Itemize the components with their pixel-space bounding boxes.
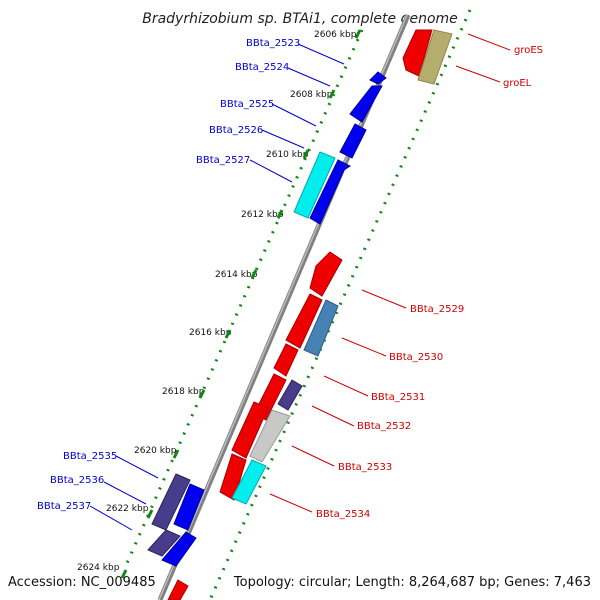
label-bbta2533: BBta_2533 <box>338 462 392 473</box>
gene-bbta2526-block[interactable] <box>309 159 351 225</box>
label-bbta2535: BBta_2535 <box>63 451 117 462</box>
gene-bbta2532-block[interactable] <box>277 379 303 411</box>
gene-bbta2525-block[interactable] <box>339 123 367 159</box>
tick-label: 2624 kbp <box>77 563 120 573</box>
gene-groel-block[interactable] <box>417 29 453 85</box>
label-bbta2523: BBta_2523 <box>246 38 300 49</box>
label-groes: groES <box>514 45 543 56</box>
tick-label: 2622 kbp <box>106 504 149 514</box>
right-gene-labels: groES groEL BBta_2529 BBta_2530 BBta_253… <box>316 45 543 520</box>
gene-bbta2530-block[interactable] <box>303 299 339 357</box>
gene-bbta2534b-block[interactable] <box>231 459 267 505</box>
label-bbta2536: BBta_2536 <box>50 475 104 486</box>
tick-label: 2614 kbp <box>215 270 258 280</box>
label-bbta2534: BBta_2534 <box>316 509 370 520</box>
right-label-leaders <box>269 33 511 513</box>
gene-bbta2529-block[interactable] <box>309 251 343 297</box>
label-bbta2525: BBta_2525 <box>220 99 274 110</box>
tick-label: 2610 kbp <box>266 150 309 160</box>
map-title: Bradyrhizobium sp. BTAi1, complete genom… <box>142 11 458 27</box>
gene-bbta2533b-block[interactable] <box>249 409 291 463</box>
tick-label: 2618 kbp <box>162 387 205 397</box>
gene-bbta2527-block[interactable] <box>293 151 336 219</box>
gene-bbta2524-block[interactable] <box>349 85 383 123</box>
label-groel: groEL <box>503 78 532 89</box>
gene-groes-block[interactable] <box>402 29 433 77</box>
topology-text: Topology: circular; Length: 8,264,687 bp… <box>233 575 591 590</box>
gene-bottom-block[interactable] <box>167 579 189 600</box>
label-bbta2529: BBta_2529 <box>410 304 464 315</box>
label-bbta2537: BBta_2537 <box>37 501 91 512</box>
label-bbta2530: BBta_2530 <box>389 352 443 363</box>
gene-bbta2536-block[interactable] <box>173 483 205 531</box>
tick-track <box>122 29 364 571</box>
tick-dashes <box>120 29 362 579</box>
label-bbta2532: BBta_2532 <box>357 421 411 432</box>
tick-label: 2606 kbp <box>314 30 357 40</box>
gene-bbta2534-block[interactable] <box>219 453 247 501</box>
left-label-leaders <box>89 43 345 531</box>
gene-bbta2533-block[interactable] <box>231 401 269 459</box>
gene-bbta2531-block[interactable] <box>273 343 299 377</box>
gene-bbta2523-block[interactable] <box>369 71 387 85</box>
gene-bbta2537-block[interactable] <box>147 529 181 557</box>
tick-label: 2612 kbp <box>241 210 284 220</box>
gene-bbta2529b-block[interactable] <box>285 293 323 349</box>
tick-labels: 2606 kbp 2608 kbp 2610 kbp 2612 kbp 2614… <box>77 30 357 573</box>
tick-label: 2608 kbp <box>290 90 333 100</box>
label-bbta2524: BBta_2524 <box>235 62 289 73</box>
tick-label: 2616 kbp <box>189 328 232 338</box>
label-bbta2531: BBta_2531 <box>371 392 425 403</box>
tick-label: 2620 kbp <box>134 446 177 456</box>
left-gene-labels: BBta_2523 BBta_2524 BBta_2525 BBta_2526 … <box>37 38 300 512</box>
accession-text: Accession: NC_009485 <box>8 575 156 590</box>
label-bbta2526: BBta_2526 <box>209 125 263 136</box>
gene-bbta2537b-block[interactable] <box>161 531 197 567</box>
label-bbta2527: BBta_2527 <box>196 155 250 166</box>
